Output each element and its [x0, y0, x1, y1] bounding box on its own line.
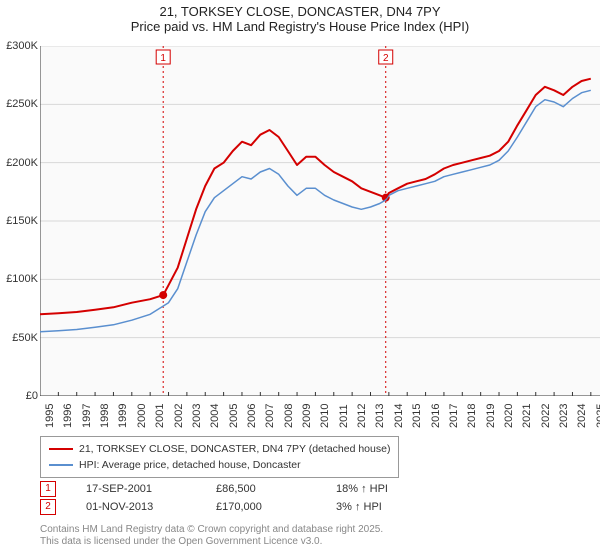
- x-tick-label: 2006: [246, 404, 258, 428]
- x-tick-label: 2012: [356, 404, 368, 428]
- marker-price: £170,000: [216, 501, 336, 513]
- x-tick-label: 2003: [191, 404, 203, 428]
- x-tick-label: 2017: [448, 404, 460, 428]
- footer-line-2: This data is licensed under the Open Gov…: [40, 536, 383, 548]
- chart-title: 21, TORKSEY CLOSE, DONCASTER, DN4 7PY Pr…: [0, 0, 600, 34]
- svg-text:2: 2: [383, 53, 389, 64]
- y-tick-label: £50K: [0, 332, 38, 344]
- y-tick-label: £100K: [0, 273, 38, 285]
- y-axis-ticks: £0£50K£100K£150K£200K£250K£300K: [0, 46, 40, 396]
- footer-line-1: Contains HM Land Registry data © Crown c…: [40, 524, 383, 536]
- svg-text:1: 1: [160, 53, 166, 64]
- x-tick-label: 2024: [576, 404, 588, 428]
- x-tick-label: 2008: [283, 404, 295, 428]
- marker-delta: 3% ↑ HPI: [336, 501, 382, 513]
- legend: 21, TORKSEY CLOSE, DONCASTER, DN4 7PY (d…: [40, 436, 399, 478]
- x-tick-label: 1995: [44, 404, 56, 428]
- marker-row: 1 17-SEP-2001£86,50018% ↑ HPI: [40, 480, 388, 498]
- x-tick-label: 2002: [173, 404, 185, 428]
- y-tick-label: £300K: [0, 40, 38, 52]
- x-tick-label: 2023: [558, 404, 570, 428]
- marker-badge: 1: [40, 481, 56, 497]
- x-tick-label: 2020: [503, 404, 515, 428]
- x-tick-label: 2014: [393, 404, 405, 428]
- marker-delta: 18% ↑ HPI: [336, 483, 388, 495]
- x-tick-label: 2001: [154, 404, 166, 428]
- title-line-1: 21, TORKSEY CLOSE, DONCASTER, DN4 7PY: [0, 4, 600, 19]
- legend-swatch: [49, 448, 73, 450]
- y-tick-label: £200K: [0, 157, 38, 169]
- x-tick-label: 2022: [540, 404, 552, 428]
- x-tick-label: 2004: [209, 404, 221, 428]
- x-tick-label: 2021: [521, 404, 533, 428]
- footer-attribution: Contains HM Land Registry data © Crown c…: [40, 524, 383, 548]
- marker-badge: 2: [40, 499, 56, 515]
- marker-date: 01-NOV-2013: [86, 501, 216, 513]
- legend-label: 21, TORKSEY CLOSE, DONCASTER, DN4 7PY (d…: [79, 441, 390, 457]
- x-tick-label: 2005: [228, 404, 240, 428]
- chart-svg: 12: [40, 46, 600, 396]
- x-tick-label: 2025: [595, 404, 600, 428]
- legend-item: 21, TORKSEY CLOSE, DONCASTER, DN4 7PY (d…: [49, 441, 390, 457]
- x-tick-label: 1999: [117, 404, 129, 428]
- x-tick-label: 2015: [411, 404, 423, 428]
- marker-date: 17-SEP-2001: [86, 483, 216, 495]
- x-tick-label: 2011: [338, 404, 350, 428]
- x-tick-label: 1997: [81, 404, 93, 428]
- legend-label: HPI: Average price, detached house, Donc…: [79, 457, 301, 473]
- title-line-2: Price paid vs. HM Land Registry's House …: [0, 19, 600, 34]
- x-tick-label: 2010: [319, 404, 331, 428]
- x-tick-label: 1998: [99, 404, 111, 428]
- legend-item: HPI: Average price, detached house, Donc…: [49, 457, 390, 473]
- plot-area: 12: [40, 46, 600, 396]
- legend-swatch: [49, 464, 73, 466]
- y-tick-label: £150K: [0, 215, 38, 227]
- x-tick-label: 2000: [136, 404, 148, 428]
- marker-table: 1 17-SEP-2001£86,50018% ↑ HPI 2 01-NOV-2013…: [40, 480, 388, 516]
- y-tick-label: £250K: [0, 98, 38, 110]
- x-tick-label: 2007: [264, 404, 276, 428]
- y-tick-label: £0: [0, 390, 38, 402]
- x-tick-label: 1996: [62, 404, 74, 428]
- chart-container: 21, TORKSEY CLOSE, DONCASTER, DN4 7PY Pr…: [0, 0, 600, 560]
- x-tick-label: 2018: [466, 404, 478, 428]
- x-tick-label: 2019: [485, 404, 497, 428]
- x-tick-label: 2009: [301, 404, 313, 428]
- x-tick-label: 2016: [430, 404, 442, 428]
- x-tick-label: 2013: [374, 404, 386, 428]
- marker-price: £86,500: [216, 483, 336, 495]
- x-axis-ticks: 1995 1996 1997 1998 1999 2000 2001 2002 2003 2004…: [40, 396, 600, 436]
- marker-row: 2 01-NOV-2013£170,0003% ↑ HPI: [40, 498, 388, 516]
